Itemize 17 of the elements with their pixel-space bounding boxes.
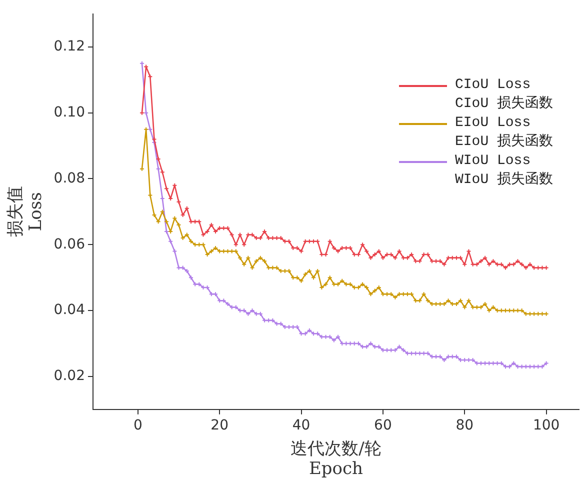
x-tick-label: 100 — [532, 417, 560, 434]
x-tick-label: 60 — [374, 417, 392, 434]
legend-label: EIoU Loss EIoU 损失函数 — [454, 114, 553, 152]
x-axis-title: 迭代次数/轮 Epoch — [290, 438, 382, 480]
x-tick-label: 0 — [133, 417, 142, 434]
y-tick-label: 0.06 — [54, 236, 86, 252]
legend-label: WIoU Loss WIoU 损失函数 — [454, 152, 553, 190]
y-tick-label: 0.02 — [54, 368, 85, 384]
y-tick-label: 0.04 — [54, 302, 86, 318]
x-tick-label: 80 — [456, 417, 474, 434]
y-tick-label: 0.08 — [54, 170, 85, 186]
y-tick-label: 0.12 — [54, 38, 85, 55]
y-axis-title: 损失值 Loss — [6, 186, 46, 238]
legend-label: CIoU Loss CIoU 损失函数 — [454, 76, 553, 114]
x-tick-label: 20 — [210, 417, 228, 434]
y-tick-label: 0.10 — [54, 104, 85, 120]
x-tick-label: 40 — [292, 417, 310, 434]
